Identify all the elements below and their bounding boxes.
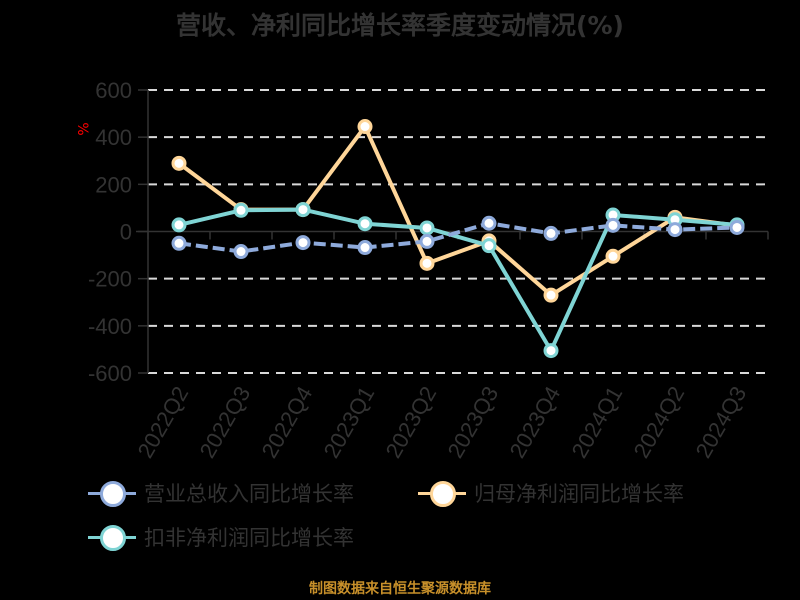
data-point[interactable] — [171, 217, 187, 233]
legend-item-net-profit[interactable]: 归母净利润同比增长率 — [418, 478, 684, 508]
y-unit-label: % — [76, 122, 93, 136]
x-tick-label: 2023Q3 — [443, 382, 504, 462]
x-tick-label: 2023Q2 — [381, 382, 442, 462]
data-point[interactable] — [295, 202, 311, 218]
series-line — [178, 207, 738, 353]
data-point[interactable] — [357, 119, 373, 135]
legend-item-deducted-net-profit[interactable]: 扣非净利润同比增长率 — [88, 522, 354, 552]
data-point[interactable] — [543, 343, 559, 359]
series-lines — [171, 119, 745, 359]
data-point[interactable] — [419, 220, 435, 236]
data-point[interactable] — [543, 287, 559, 303]
y-tick-label: 400 — [95, 125, 132, 150]
data-point[interactable] — [605, 217, 621, 233]
data-point[interactable] — [667, 222, 683, 238]
legend-marker-net-profit-icon — [418, 478, 466, 508]
x-tick-label: 2023Q1 — [319, 382, 380, 462]
data-point[interactable] — [357, 216, 373, 232]
legend-marker-deducted-icon — [88, 522, 136, 552]
x-tick-label: 2022Q3 — [195, 382, 256, 462]
x-tick-label: 2024Q1 — [567, 382, 628, 462]
x-tick-label: 2023Q4 — [505, 382, 566, 462]
y-tick-labels: 600 400 200 0 -200 -400 -600 — [88, 78, 132, 386]
y-tick-label: -600 — [88, 361, 132, 386]
data-point[interactable] — [481, 238, 497, 254]
series-line — [178, 221, 738, 254]
legend-item-revenue[interactable]: 营业总收入同比增长率 — [88, 478, 354, 508]
gridlines — [148, 89, 768, 374]
data-point[interactable] — [729, 219, 745, 235]
data-point[interactable] — [481, 215, 497, 231]
data-point[interactable] — [171, 155, 187, 171]
data-point[interactable] — [295, 235, 311, 251]
legend-label: 扣非净利润同比增长率 — [144, 526, 354, 550]
axes — [136, 89, 769, 374]
data-point[interactable] — [543, 225, 559, 241]
data-point[interactable] — [419, 255, 435, 271]
y-tick-label: 600 — [95, 78, 132, 103]
x-tick-label: 2024Q2 — [629, 382, 690, 462]
x-tick-labels: 2022Q2 2022Q3 2022Q4 2023Q1 2023Q2 2023Q3 2023… — [133, 382, 752, 462]
x-tick-label: 2024Q3 — [691, 382, 752, 462]
y-tick-label: -200 — [88, 267, 132, 292]
data-point[interactable] — [605, 248, 621, 264]
x-tick-label: 2022Q2 — [133, 382, 194, 462]
data-point[interactable] — [419, 233, 435, 249]
legend-label: 营业总收入同比增长率 — [144, 482, 354, 506]
y-tick-label: -400 — [88, 314, 132, 339]
data-point[interactable] — [233, 202, 249, 218]
legend-marker-revenue-icon — [88, 478, 136, 508]
x-tick-label: 2022Q4 — [257, 382, 318, 462]
data-point[interactable] — [171, 235, 187, 251]
legend-label: 归母净利润同比增长率 — [474, 482, 684, 506]
data-point[interactable] — [233, 244, 249, 260]
data-source-note: 制图数据来自恒生聚源数据库 — [309, 581, 491, 597]
y-tick-label: 200 — [95, 172, 132, 197]
y-tick-label: 0 — [120, 220, 132, 245]
data-point[interactable] — [357, 240, 373, 256]
chart-title: 营收、净利同比增长率季度变动情况(%) — [176, 11, 624, 40]
